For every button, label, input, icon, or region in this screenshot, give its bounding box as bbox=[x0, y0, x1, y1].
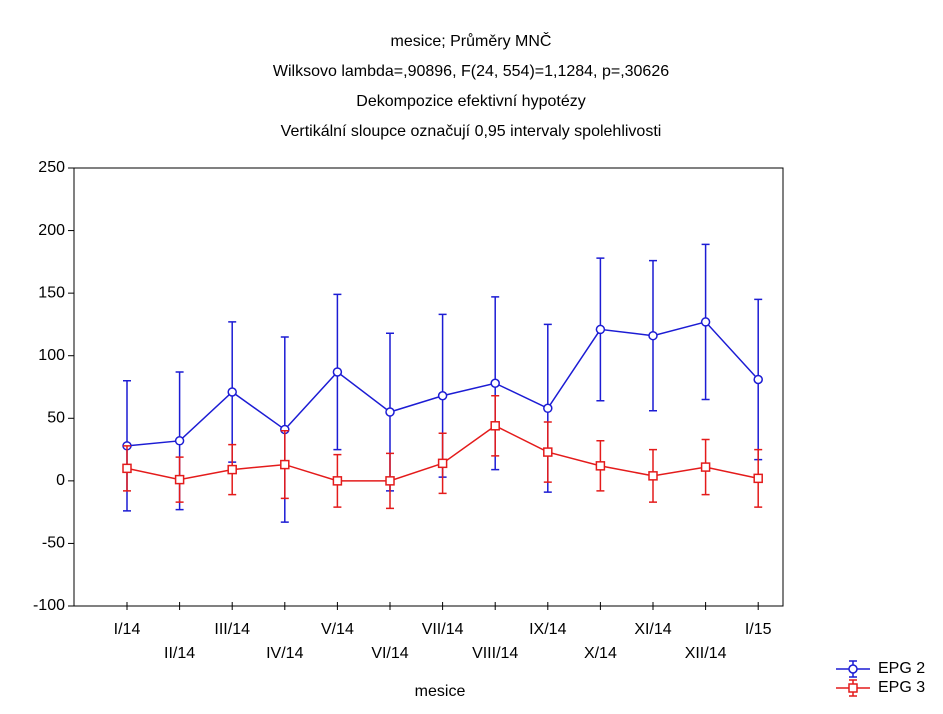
x-axis-label: mesice bbox=[415, 683, 466, 700]
x-tick-label: I/15 bbox=[745, 621, 772, 638]
x-tick-label: XI/14 bbox=[634, 621, 671, 638]
data-point bbox=[174, 474, 185, 485]
x-tick-label: VII/14 bbox=[422, 621, 464, 638]
data-point bbox=[280, 459, 290, 470]
data-point bbox=[543, 403, 553, 414]
y-tick-label: 100 bbox=[38, 347, 65, 364]
x-tick-label: II/14 bbox=[164, 645, 195, 662]
data-point bbox=[595, 324, 606, 335]
x-tick-label: VIII/14 bbox=[472, 645, 518, 662]
data-point bbox=[490, 378, 500, 388]
data-point bbox=[648, 330, 658, 341]
chart-subtitle: Vertikální sloupce označují 0,95 interva… bbox=[281, 123, 662, 140]
data-point bbox=[332, 367, 343, 377]
y-tick-label: 250 bbox=[38, 159, 65, 176]
data-point bbox=[437, 458, 448, 469]
data-point bbox=[700, 462, 711, 472]
data-point bbox=[332, 476, 343, 486]
data-point bbox=[700, 317, 711, 327]
chart-subtitle: Dekompozice efektivní hypotézy bbox=[356, 93, 585, 110]
y-tick-label: -100 bbox=[33, 597, 65, 614]
x-tick-label: III/14 bbox=[214, 621, 250, 638]
y-tick-label: 50 bbox=[47, 410, 65, 427]
data-point bbox=[437, 391, 448, 401]
data-point bbox=[595, 461, 606, 471]
data-point bbox=[753, 473, 763, 484]
data-point bbox=[753, 374, 763, 385]
data-point bbox=[227, 387, 237, 397]
chart-title: mesice; Průměry MNČ bbox=[391, 31, 552, 50]
y-tick-label: -50 bbox=[42, 535, 65, 552]
data-point bbox=[385, 476, 395, 486]
data-point bbox=[122, 463, 132, 474]
x-tick-label: IX/14 bbox=[529, 621, 566, 638]
legend-marker bbox=[848, 664, 858, 674]
x-tick-label: XII/14 bbox=[685, 645, 727, 662]
legend-label: EPG 3 bbox=[878, 679, 925, 696]
data-point bbox=[227, 464, 237, 475]
x-tick-label: IV/14 bbox=[266, 645, 303, 662]
y-tick-label: 150 bbox=[38, 284, 65, 301]
x-tick-label: VI/14 bbox=[371, 645, 408, 662]
x-tick-label: I/14 bbox=[114, 621, 141, 638]
data-point bbox=[648, 471, 658, 481]
data-point bbox=[174, 436, 185, 446]
legend-marker bbox=[848, 683, 858, 693]
data-point bbox=[490, 421, 500, 431]
chart-subtitle: Wilksovo lambda=,90896, F(24, 554)=1,128… bbox=[273, 63, 669, 80]
x-tick-label: X/14 bbox=[584, 645, 617, 662]
legend-label: EPG 2 bbox=[878, 660, 925, 677]
data-point bbox=[543, 447, 553, 457]
y-tick-label: 0 bbox=[56, 472, 65, 489]
y-tick-label: 200 bbox=[38, 222, 65, 239]
data-point bbox=[385, 407, 395, 417]
plot-frame bbox=[73, 167, 784, 607]
x-tick-label: V/14 bbox=[321, 621, 354, 638]
